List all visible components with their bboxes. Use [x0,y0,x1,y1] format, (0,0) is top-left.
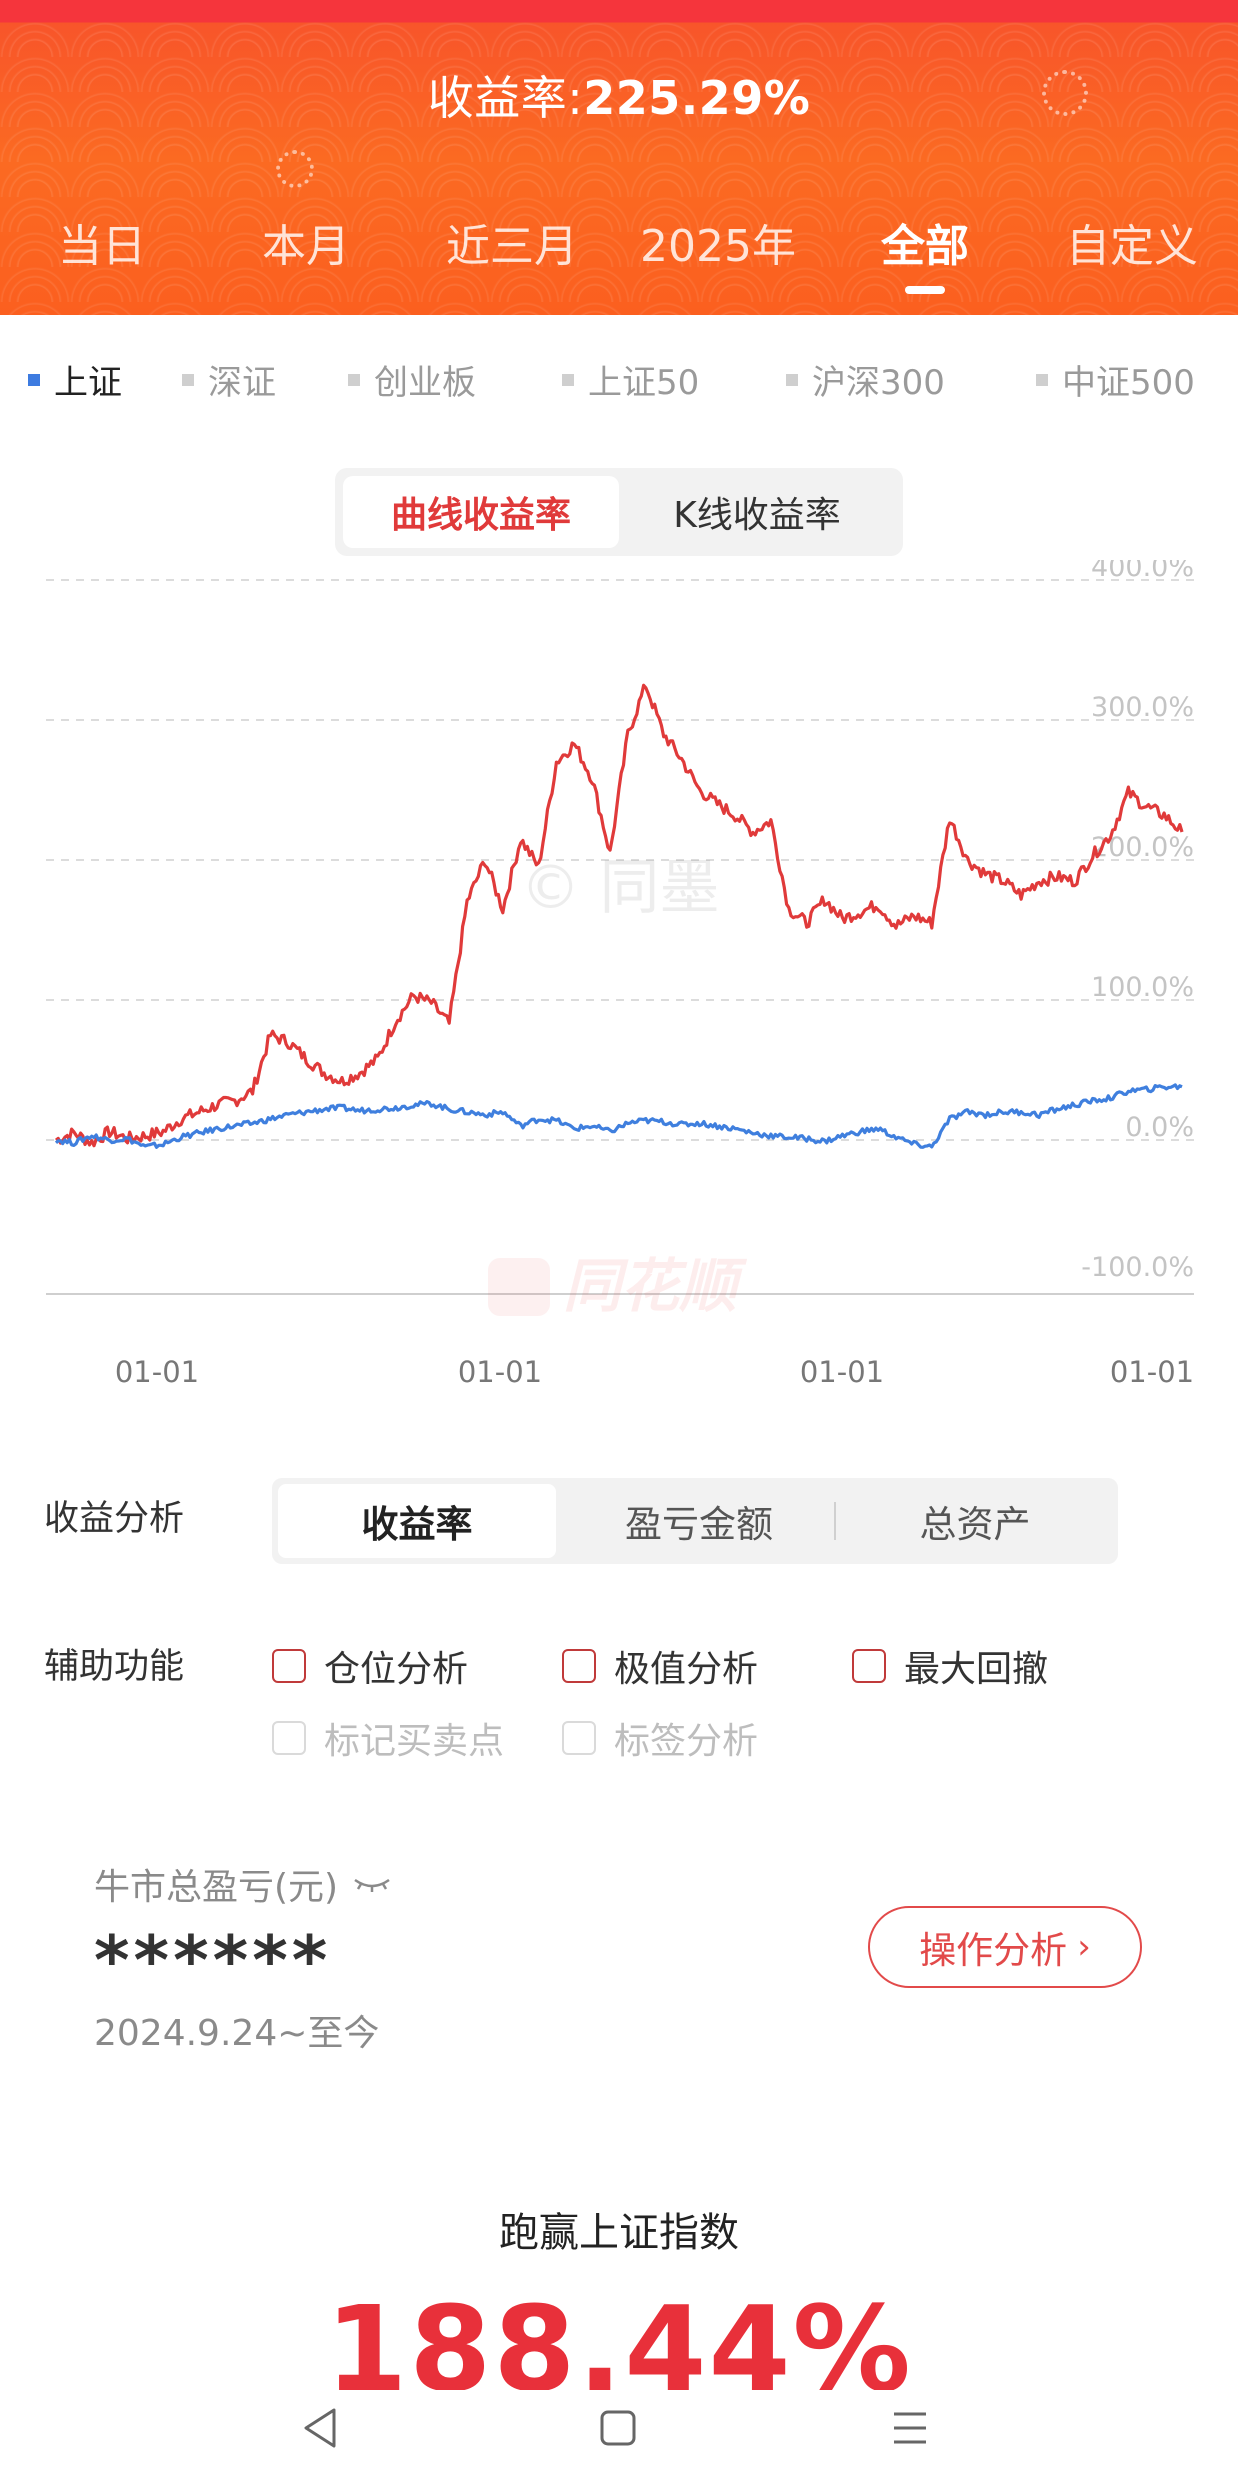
home-icon[interactable] [598,2406,638,2450]
checkbox-icon [272,1721,306,1755]
header-banner: 收益率:225.29% 当日 本月 近三月 2025年 全部 自定义 [0,0,1238,315]
system-nav-bar [0,2390,1238,2472]
loading-spinner-icon [1042,70,1088,116]
tab-custom[interactable]: 自定义 [1066,221,1198,272]
index-label: 沪深300 [812,363,945,403]
x-tick-label: 01-01 [800,1355,884,1389]
index-shanghai[interactable]: 上证 [28,355,122,404]
portfolio-return-line [55,683,1184,1148]
legend-dot-icon [1036,373,1048,386]
tab-all[interactable]: 全部 [881,221,969,272]
analysis-total-assets-button[interactable]: 总资产 [919,1503,1031,1546]
x-tick-label: 01-01 [1110,1355,1194,1389]
bull-market-pnl-title: 牛市总盈亏(元) [94,1858,392,1910]
position-analysis-checkbox[interactable]: 仓位分析 [272,1640,468,1692]
kline-return-button[interactable]: K线收益率 [673,495,841,536]
legend-dot-icon [182,373,194,386]
y-axis-labels: 400.0% 300.0% 200.0% 100.0% 0.0% -100.0% [1081,560,1194,1283]
index-selector: 上证 深证 创业板 上证50 沪深300 中证500 [0,355,1238,415]
operation-analysis-button[interactable]: 操作分析 › [868,1906,1142,1988]
extreme-analysis-checkbox[interactable]: 极值分析 [562,1640,758,1692]
tab-today[interactable]: 当日 [58,221,146,272]
back-icon[interactable] [300,2406,340,2450]
chevron-right-icon: › [1077,1927,1091,1967]
index-label: 上证50 [588,363,700,403]
beat-index-value-wrap: 188.44% [0,2280,1238,2390]
mark-trades-checkbox: 标记买卖点 [272,1712,504,1764]
index-label: 上证 [54,363,122,403]
index-return-line [54,1083,1183,1149]
menu-icon[interactable] [890,2406,930,2450]
index-csi300[interactable]: 沪深300 [786,355,945,404]
tab-year-2025[interactable]: 2025年 [640,221,796,272]
y-tick-label: 400.0% [1091,560,1194,583]
tag-analysis-checkbox: 标签分析 [562,1712,758,1764]
pnl-masked-value: ****** [94,1922,332,2001]
max-drawdown-checkbox[interactable]: 最大回撤 [852,1640,1048,1692]
beat-index-title: 跑赢上证指数 [499,2210,739,2256]
y-tick-label: 0.0% [1125,1112,1194,1143]
checkbox-label: 标签分析 [614,1721,759,1762]
index-label: 中证500 [1062,363,1195,403]
y-tick-label: -100.0% [1081,1252,1194,1283]
index-csi500[interactable]: 中证500 [1036,355,1195,404]
watermark-logo-icon [488,1258,550,1316]
analysis-label: 收益分析 [44,1499,185,1539]
index-chinext[interactable]: 创业板 [348,355,476,404]
legend-dot-icon [786,373,798,386]
index-sse50[interactable]: 上证50 [562,355,699,404]
hidden-eye-icon[interactable] [352,1874,392,1894]
chart-series [54,683,1184,1149]
checkbox-icon [562,1649,596,1683]
checkbox-icon [272,1649,306,1683]
index-label: 创业板 [374,363,476,403]
index-shenzhen[interactable]: 深证 [182,355,276,404]
x-tick-label: 01-01 [115,1355,199,1389]
x-tick-label: 01-01 [458,1355,542,1389]
tab-last-three-months[interactable]: 近三月 [446,221,578,272]
legend-dot-icon [348,373,360,386]
y-tick-label: 200.0% [1091,832,1194,863]
checkbox-label: 最大回撤 [904,1649,1049,1690]
tab-this-month[interactable]: 本月 [262,221,350,272]
legend-dot-icon [562,373,574,386]
operation-analysis-label: 操作分析 [919,1929,1068,1972]
y-tick-label: 300.0% [1091,692,1194,723]
checkbox-label: 标记买卖点 [324,1721,505,1762]
checkbox-label: 仓位分析 [324,1649,469,1690]
loading-spinner-icon [276,150,314,188]
aux-function-label: 辅助功能 [44,1647,185,1687]
checkbox-icon [562,1721,596,1755]
chart-type-toggle: 曲线收益率 K线收益率 [335,468,903,556]
checkbox-label: 极值分析 [614,1649,759,1690]
x-axis-labels: 01-01 01-01 01-01 01-01 [115,1355,1194,1389]
analysis-toggle: 收益率 盈亏金额 总资产 [272,1478,1118,1564]
return-rate-value: 225.29% [583,71,811,125]
watermark-text: © 同墨 [520,853,719,923]
return-rate-title: 收益率:225.29% [0,62,1238,128]
return-rate-label: 收益率: [427,71,584,125]
legend-dot-icon [28,373,40,386]
checkbox-icon [852,1649,886,1683]
y-tick-label: 100.0% [1091,972,1194,1003]
header-pattern [0,22,1238,315]
pnl-title-text: 牛市总盈亏(元) [94,1867,339,1908]
analysis-return-rate-button[interactable]: 收益率 [278,1484,556,1558]
analysis-pnl-amount-button[interactable]: 盈亏金额 [625,1503,773,1546]
period-tabs: 当日 本月 近三月 2025年 全部 自定义 [0,210,1238,290]
divider [834,1502,836,1540]
watermark-text: 同花顺 [563,1252,748,1320]
active-tab-indicator [905,286,945,294]
pnl-date-range: 2024.9.24~至今 [94,2013,380,2054]
curve-return-button[interactable]: 曲线收益率 [343,476,619,548]
index-label: 深证 [208,363,276,403]
beat-index-value: 188.44% [325,2280,913,2390]
chart-grid [46,579,1194,1295]
